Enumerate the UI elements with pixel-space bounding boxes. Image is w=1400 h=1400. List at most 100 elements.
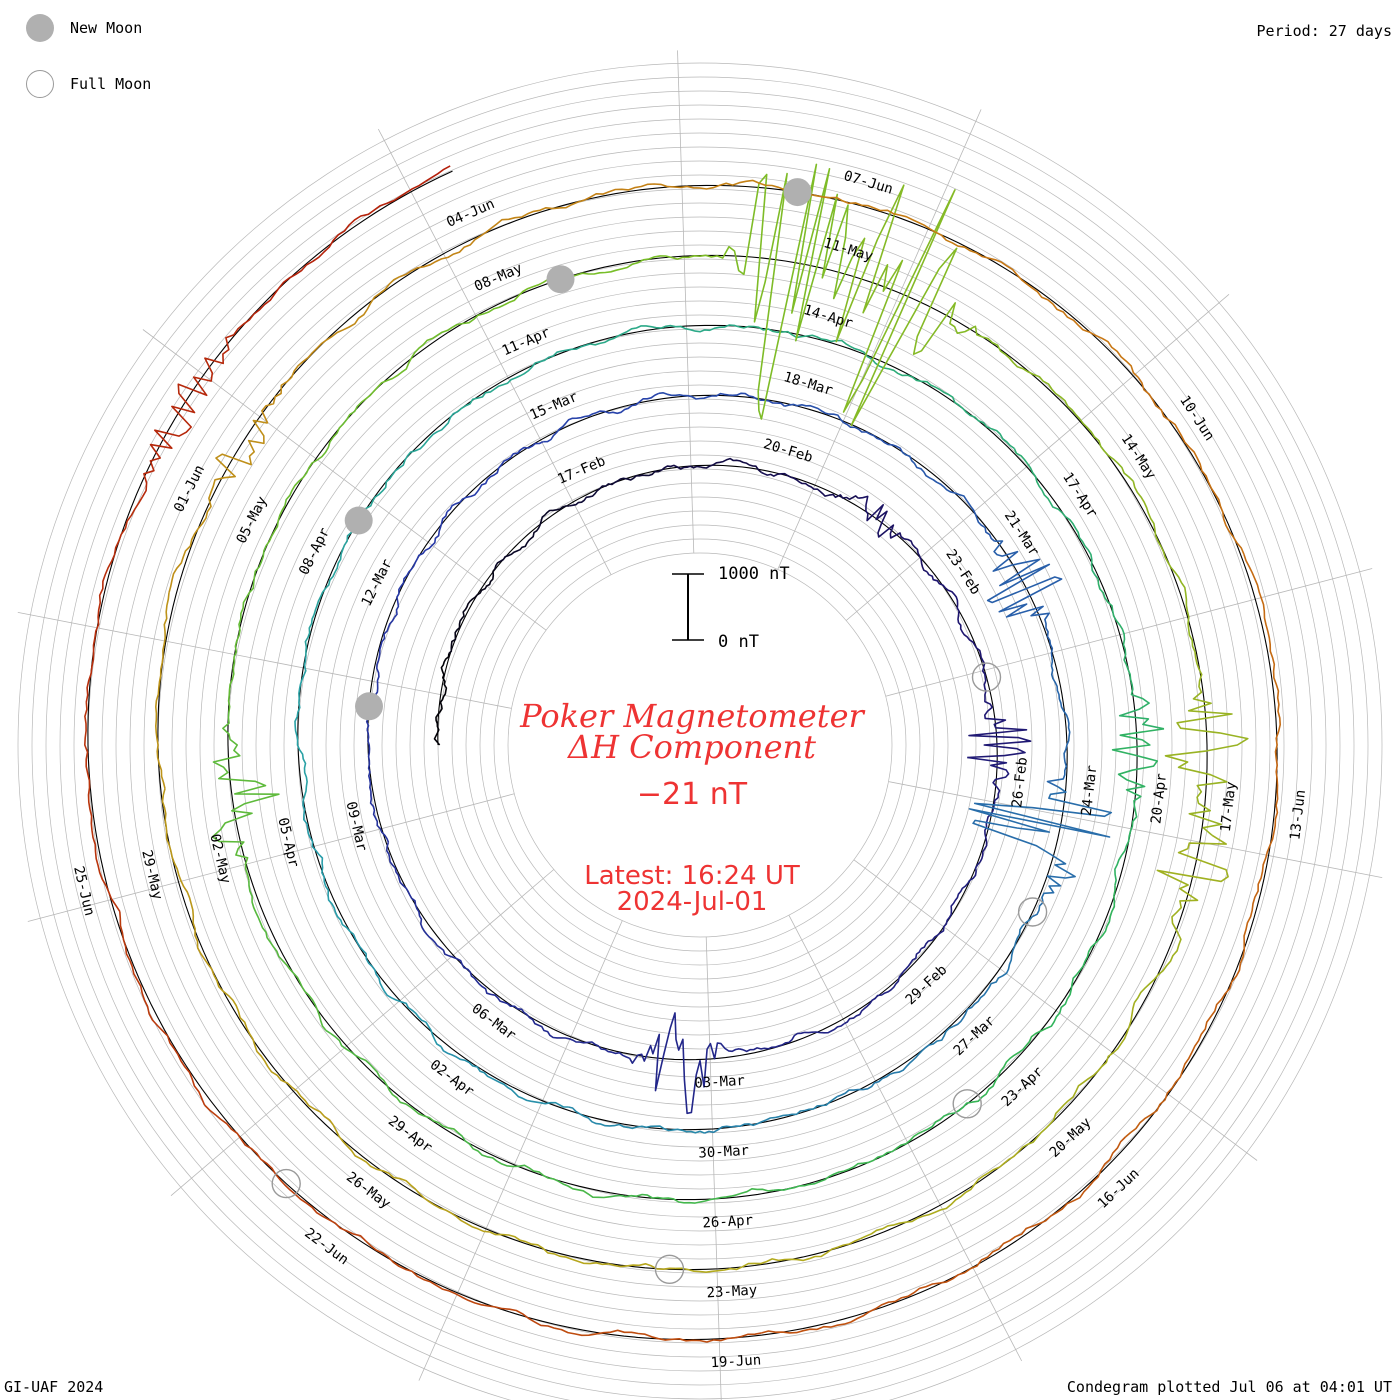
grid-circle-28 (115, 160, 1285, 1330)
trace-segment-61 (1164, 651, 1249, 836)
date-label-22: 17-Apr (1059, 470, 1100, 521)
grid-circle-14 (311, 356, 1089, 1134)
trace-segment-7 (926, 571, 982, 658)
full-moon-marker-1 (1017, 897, 1048, 927)
trace-segment-22 (658, 392, 786, 407)
grid-circle-8 (395, 440, 1005, 1050)
grid-spoke-1 (142, 329, 547, 631)
trace-segment-25 (986, 540, 1063, 658)
grid-circle-6 (423, 468, 977, 1022)
date-label-29: 04-Jun (444, 196, 497, 231)
trace-segment-40 (738, 325, 885, 369)
trace-segment-79 (1239, 758, 1279, 964)
full-moon-marker-2 (952, 1089, 982, 1119)
trace-segment-17 (366, 729, 390, 843)
legend-full-moon-label: Full Moon (70, 75, 152, 93)
trace-segment-2 (494, 505, 570, 570)
grid-circle-19 (241, 286, 1159, 1204)
date-label-37: 01-Jun (171, 463, 208, 515)
latest-value: −21 nT (637, 777, 748, 812)
trace-segment-28 (952, 916, 1033, 1028)
grid-circle-3 (465, 510, 935, 980)
trace-segment-66 (489, 1231, 676, 1270)
grid-spoke-7 (888, 781, 1383, 878)
trace-segment-53 (227, 545, 267, 713)
trace-segment-65 (675, 1237, 861, 1273)
trace-segment-82 (761, 1271, 966, 1334)
grid-spoke-12 (170, 869, 555, 1197)
chart-subtitle: ΔH Component (566, 728, 816, 766)
trace-segment-81 (964, 1136, 1126, 1274)
trace-segment-89 (141, 313, 255, 498)
trace-segment-76 (976, 252, 1139, 378)
trace-segment-62 (1133, 834, 1229, 1004)
trace-segment-8 (967, 656, 1032, 759)
date-label-5: 26-Feb (1009, 756, 1031, 808)
grid-spoke-2 (377, 128, 612, 575)
trace-segment-86 (119, 911, 206, 1106)
trace-segment-0 (433, 653, 450, 746)
date-label-7: 03-Mar (694, 1073, 745, 1092)
trace-segment-9 (967, 756, 1010, 863)
date-label-39: 13-Jun (1287, 789, 1309, 841)
trace-segment-16 (386, 841, 438, 946)
trace-segment-74 (583, 179, 785, 201)
date-label-41: 19-Jun (710, 1352, 761, 1371)
grid-spoke-10 (705, 936, 722, 1400)
grid-circle-24 (171, 216, 1229, 1274)
date-label-14: 24-Mar (1079, 764, 1101, 816)
trace-segment-6 (858, 495, 928, 573)
trace-segment-23 (784, 403, 904, 453)
scale-top-label: 1000 nT (718, 564, 790, 584)
grid-circle-16 (283, 328, 1117, 1162)
date-label-40: 16-Jun (1095, 1166, 1143, 1212)
trace-segment-29 (837, 1025, 954, 1098)
legend-new-moon-label: New Moon (70, 19, 143, 37)
grid-circle-33 (45, 90, 1355, 1400)
full-moon-icon (26, 70, 54, 98)
chart-title: Poker Magnetometer (519, 697, 865, 735)
trace-segment-83 (554, 1327, 762, 1343)
trace-segment-88 (85, 496, 144, 703)
grid-spoke-0 (17, 612, 512, 709)
new-moon-marker-2 (546, 265, 575, 294)
trace-segment-31 (568, 1106, 705, 1134)
trace-segment-46 (922, 1027, 1047, 1133)
trace-segment-32 (440, 1046, 569, 1108)
new-moon-marker-0 (355, 692, 383, 721)
trace-segment-73 (399, 199, 585, 278)
trace-segment-80 (1124, 963, 1242, 1138)
trace-layer (84, 163, 1281, 1343)
trace-segment-67 (332, 1124, 490, 1233)
legend-new-moon: New Moon (26, 12, 142, 44)
date-label-layer: 12-Mar15-Mar17-Feb20-Feb23-Feb26-Feb29-F… (70, 168, 1309, 1371)
trace-segment-85 (203, 1104, 367, 1242)
date-label-21: 11-May (822, 235, 875, 265)
trace-segment-90 (253, 180, 426, 315)
trace-segment-11 (843, 948, 922, 1025)
trace-segment-44 (1111, 728, 1165, 886)
trace-segment-13 (628, 1012, 740, 1115)
date-label-42: 22-Jun (301, 1225, 351, 1268)
date-label-36: 29-May (138, 848, 165, 901)
scale-bar: 1000 nT 0 nT (672, 564, 790, 652)
trace-segment-68 (213, 974, 334, 1126)
date-label-34: 23-May (706, 1282, 757, 1301)
grid-circle-35 (17, 62, 1383, 1400)
date-label-26: 29-Apr (385, 1113, 435, 1156)
grid-circle-12 (339, 384, 1061, 1106)
date-label-2: 17-Feb (555, 453, 608, 488)
date-label-12: 18-Mar (782, 369, 835, 399)
grid-spoke-9 (788, 915, 1023, 1362)
center-annotation: Poker Magnetometer ΔH Component −21 nT L… (519, 697, 865, 917)
trace-segment-24 (901, 451, 996, 542)
latest-time: Latest: 16:24 UT (584, 861, 800, 891)
trace-segment-47 (773, 1130, 924, 1192)
grid-spoke-13 (27, 793, 515, 922)
trace-segment-42 (1013, 448, 1099, 580)
trace-segment-56 (503, 255, 672, 306)
grid-circle-34 (31, 76, 1369, 1400)
trace-segment-87 (84, 702, 121, 912)
trace-segment-33 (352, 934, 442, 1048)
grid-circle-26 (143, 188, 1257, 1302)
